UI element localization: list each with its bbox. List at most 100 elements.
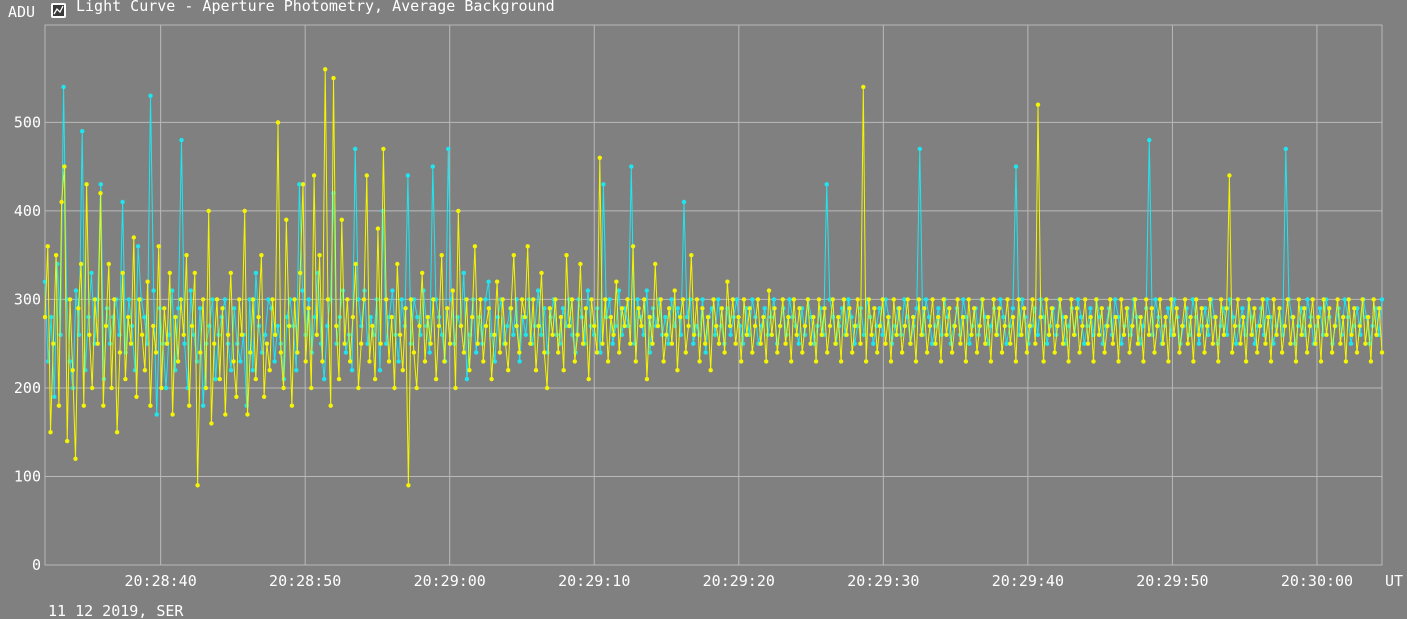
data-point: [945, 314, 950, 320]
data-point: [95, 341, 100, 346]
data-point: [1283, 146, 1289, 152]
data-point: [73, 288, 79, 293]
data-point: [294, 368, 299, 373]
chart-window-icon[interactable]: [51, 3, 66, 18]
data-point: [197, 306, 203, 311]
data-point: [483, 323, 489, 329]
data-point: [1113, 314, 1118, 320]
data-point: [533, 368, 539, 373]
data-point: [1342, 297, 1348, 302]
data-point: [306, 297, 311, 302]
data-point: [750, 297, 755, 302]
data-point: [222, 297, 228, 302]
x-tick-label: 20:29:10: [558, 572, 630, 590]
data-point: [223, 412, 228, 417]
data-point: [622, 323, 627, 329]
data-point: [250, 368, 255, 373]
data-point: [517, 350, 522, 355]
data-point: [967, 341, 972, 346]
data-point: [486, 279, 491, 284]
data-point: [306, 306, 311, 311]
data-point: [841, 297, 847, 302]
data-point: [589, 297, 594, 302]
data-point: [300, 288, 305, 293]
data-point: [408, 297, 414, 302]
data-point: [772, 306, 777, 311]
data-point: [922, 306, 927, 311]
data-point: [1329, 350, 1335, 355]
data-point: [67, 297, 73, 302]
data-point: [866, 297, 871, 302]
data-point: [1180, 323, 1185, 329]
plot-frame: [44, 24, 1383, 566]
data-point: [1203, 306, 1208, 311]
data-point: [349, 368, 355, 373]
data-point: [1174, 306, 1179, 311]
data-point: [1207, 297, 1213, 302]
data-point: [644, 376, 650, 382]
data-point: [1033, 341, 1038, 346]
data-point: [800, 350, 805, 355]
data-point: [669, 341, 675, 346]
data-point: [755, 297, 761, 302]
data-point: [605, 359, 611, 364]
data-point: [647, 314, 652, 320]
data-point: [1060, 341, 1066, 346]
data-point: [461, 270, 466, 276]
data-point: [610, 341, 615, 346]
y-tick-label: 200: [14, 379, 41, 397]
data-point: [309, 385, 314, 391]
data-point: [356, 385, 361, 391]
data-point: [902, 323, 908, 329]
data-point: [261, 394, 267, 399]
data-point: [101, 403, 106, 408]
data-point: [863, 359, 869, 364]
data-point: [1317, 306, 1323, 311]
data-point: [1130, 323, 1135, 329]
data-point: [503, 341, 508, 346]
data-point: [1141, 359, 1146, 364]
data-point: [1265, 297, 1270, 302]
data-point: [151, 288, 156, 293]
data-point: [960, 314, 966, 320]
data-point: [980, 297, 985, 302]
data-point: [247, 297, 252, 302]
data-point: [406, 483, 411, 488]
data-point: [214, 297, 220, 302]
data-point: [284, 314, 290, 320]
data-point: [819, 332, 824, 337]
data-point: [235, 341, 240, 346]
x-tick-label: 20:29:30: [847, 572, 919, 590]
data-point: [758, 341, 763, 346]
series-layer: [42, 67, 1385, 488]
data-point: [284, 217, 289, 222]
data-point: [291, 323, 296, 329]
data-point: [694, 297, 700, 302]
data-point: [464, 297, 469, 302]
data-point: [1127, 350, 1132, 355]
data-point: [474, 350, 479, 355]
data-point: [725, 279, 730, 284]
data-point: [655, 323, 661, 329]
data-point: [902, 297, 907, 302]
data-point: [1304, 350, 1310, 355]
data-point: [65, 438, 70, 444]
data-point: [700, 306, 705, 311]
data-point: [1313, 341, 1318, 346]
data-point: [619, 332, 625, 337]
x-tick-label: 20:29:50: [1136, 572, 1208, 590]
data-point: [187, 403, 192, 408]
data-point: [384, 297, 389, 302]
data-point: [629, 164, 634, 169]
data-point: [567, 323, 572, 329]
data-point: [234, 394, 239, 399]
data-point: [762, 306, 767, 311]
data-point: [200, 297, 206, 302]
data-point: [553, 297, 558, 302]
data-point: [1221, 332, 1227, 337]
data-point: [994, 332, 999, 337]
data-point: [120, 199, 125, 205]
data-point: [400, 368, 405, 373]
data-point: [253, 270, 259, 276]
data-point: [1153, 297, 1158, 302]
